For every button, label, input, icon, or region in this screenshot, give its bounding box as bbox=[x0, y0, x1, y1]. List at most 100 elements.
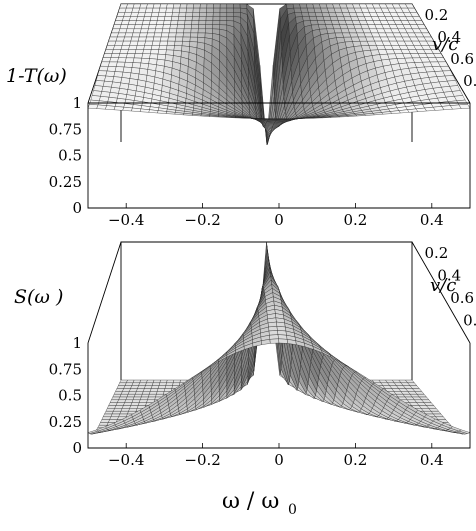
surface-patch bbox=[144, 385, 153, 389]
surface-patch bbox=[189, 36, 198, 43]
surface-patch bbox=[149, 391, 158, 395]
surface-patch bbox=[130, 385, 139, 389]
surface-patch bbox=[150, 49, 160, 55]
surface-patch bbox=[127, 391, 137, 395]
surface-patch bbox=[133, 24, 143, 29]
surface-patch bbox=[233, 3, 241, 9]
surface-patch bbox=[102, 413, 113, 417]
surface-patch bbox=[149, 20, 158, 25]
surface-patch bbox=[160, 32, 170, 38]
surface-patch bbox=[150, 16, 159, 21]
x-tick-label: −0.4 bbox=[108, 211, 144, 229]
surface-patch bbox=[177, 20, 186, 25]
surface-patch bbox=[156, 20, 165, 25]
surface-patch bbox=[119, 411, 129, 415]
surface-patch bbox=[162, 24, 171, 29]
x-tick-label: 0.2 bbox=[343, 211, 367, 229]
surface-patch bbox=[176, 28, 185, 34]
surface-patch bbox=[182, 32, 191, 38]
surface-patch bbox=[115, 402, 125, 406]
surface-patch bbox=[306, 7, 316, 13]
surface-patch bbox=[293, 7, 302, 13]
surface-patch bbox=[131, 32, 141, 38]
surface-patch bbox=[133, 53, 143, 59]
surface-patch bbox=[128, 408, 138, 412]
surface-patch bbox=[114, 405, 124, 409]
surface-patch bbox=[94, 80, 105, 87]
surface-patch bbox=[159, 40, 168, 46]
x-tick-label: 0.4 bbox=[420, 451, 444, 469]
surface-patch bbox=[121, 40, 132, 46]
surface-patch bbox=[145, 382, 154, 386]
surface-patch bbox=[137, 385, 146, 389]
surface-patch bbox=[151, 382, 161, 386]
surface-patch bbox=[142, 49, 152, 54]
surface-patch bbox=[174, 41, 183, 46]
surface-patch bbox=[185, 7, 194, 13]
z-tick-label: 0 bbox=[72, 439, 82, 457]
surface-patch bbox=[123, 12, 133, 17]
surface-patch bbox=[205, 16, 214, 21]
y-tick-label: 0.2 bbox=[424, 6, 448, 24]
z-tick-label: 1 bbox=[72, 334, 82, 352]
surface-patch bbox=[98, 66, 109, 72]
surface-patch bbox=[143, 16, 152, 21]
surface-patch bbox=[286, 3, 295, 9]
surface-patch bbox=[87, 104, 99, 109]
z-tick-label: 0.25 bbox=[49, 413, 82, 431]
surface-patch bbox=[139, 3, 148, 9]
surface-patch bbox=[157, 16, 166, 21]
surface-patch bbox=[159, 3, 168, 9]
surface-patch bbox=[127, 20, 137, 25]
surface-patch bbox=[96, 104, 107, 110]
y-axis-title: v/c bbox=[432, 34, 458, 55]
surface-patch bbox=[186, 3, 194, 9]
surface-patch bbox=[101, 416, 112, 420]
surface-patch bbox=[144, 12, 153, 17]
surface-patch bbox=[119, 24, 129, 29]
z-tick-label: 0.5 bbox=[58, 147, 82, 165]
y-axis-title: v/c bbox=[430, 275, 456, 296]
surface-patch bbox=[126, 53, 136, 59]
surface-patch bbox=[147, 396, 156, 400]
surface-patch bbox=[163, 16, 173, 21]
surface-patch bbox=[198, 20, 207, 25]
z-tick-label: 0 bbox=[72, 199, 82, 217]
surface-patch bbox=[181, 41, 191, 47]
surface-patch bbox=[136, 388, 145, 392]
x-tick-label: 0 bbox=[274, 211, 284, 229]
surface-patch bbox=[119, 394, 129, 398]
surface-patch bbox=[126, 394, 136, 398]
surface-patch bbox=[269, 338, 280, 344]
surface-patch bbox=[226, 12, 234, 17]
surface-patch bbox=[131, 7, 140, 13]
surface-patch bbox=[131, 399, 141, 403]
surface-patch bbox=[183, 28, 192, 34]
surface-patch bbox=[163, 20, 172, 25]
surface-patch bbox=[131, 382, 140, 386]
surface-patch bbox=[179, 3, 188, 9]
surface-patch bbox=[124, 32, 134, 38]
surface-patch bbox=[157, 388, 166, 392]
surface-patch bbox=[163, 388, 173, 392]
surface-patch bbox=[104, 411, 114, 415]
y-tick-label: 0.8 bbox=[463, 312, 476, 330]
surface-mesh bbox=[87, 3, 471, 146]
surface-patch bbox=[159, 379, 168, 383]
surface-patch bbox=[110, 53, 121, 58]
z-tick-label: 0.75 bbox=[49, 360, 82, 378]
surface-patch bbox=[292, 3, 301, 9]
surface-patch bbox=[118, 53, 128, 58]
surface-patch bbox=[175, 32, 184, 38]
surface-patch bbox=[197, 32, 206, 38]
plot-spectrum-surface: −0.4 −0.2 0 0.2 0.4 0 0.25 0.5 0.75 1 0.2 0.4 0.6 0.8… bbox=[14, 241, 476, 469]
surface-patch bbox=[137, 36, 147, 42]
surface-patch bbox=[108, 61, 118, 67]
surface-patch bbox=[141, 24, 150, 29]
surface-patch bbox=[277, 334, 288, 340]
surface-patch bbox=[172, 382, 181, 386]
surface-patch bbox=[268, 330, 279, 336]
surface-patch bbox=[138, 7, 147, 13]
surface-patch bbox=[169, 24, 178, 29]
